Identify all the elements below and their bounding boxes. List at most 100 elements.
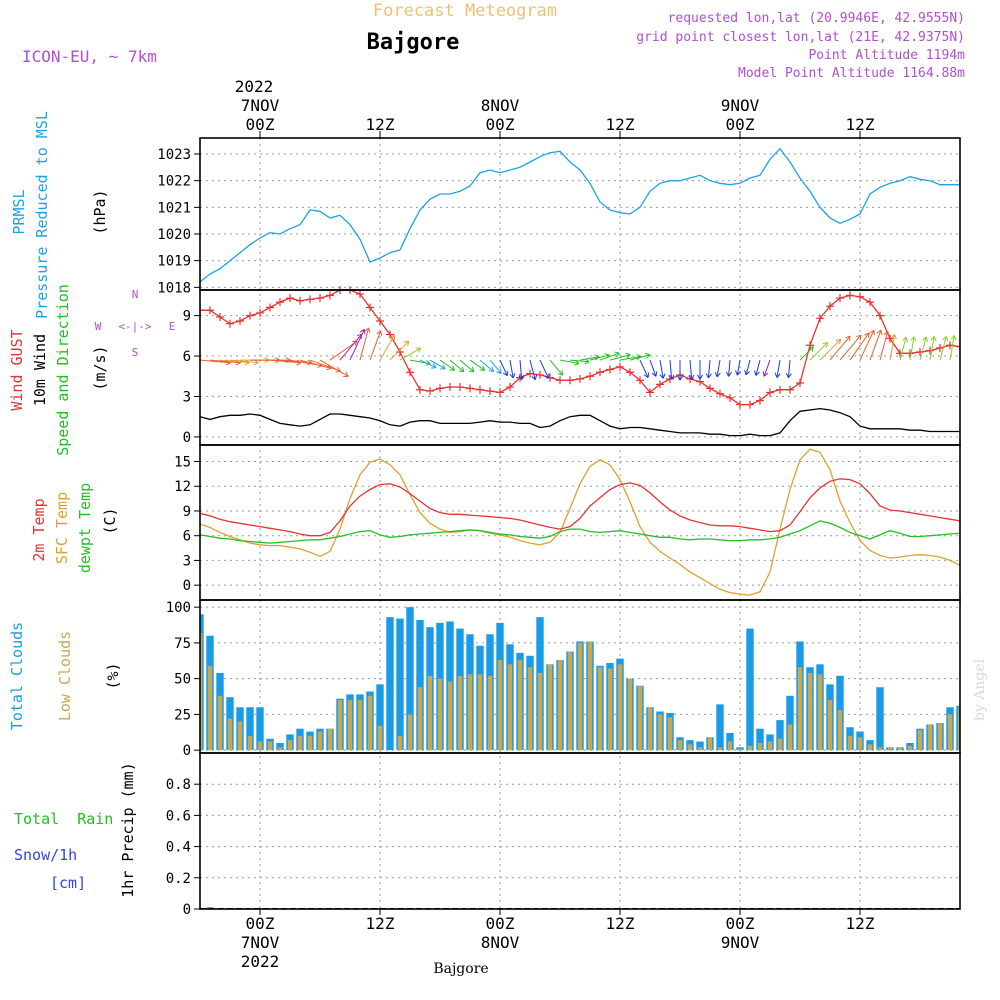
wind-arrow — [459, 359, 475, 373]
legend-clouds-unit: (%) — [104, 662, 122, 689]
wind-arrow-head — [496, 368, 502, 374]
wind-arrow — [929, 336, 935, 361]
gust-marker — [816, 314, 824, 323]
gust-marker — [596, 368, 604, 377]
gust-marker — [706, 384, 714, 393]
gust-marker — [576, 374, 584, 383]
low-cloud-bar — [907, 745, 913, 751]
wind-arrow-head — [544, 373, 550, 379]
wind-arrow — [879, 331, 889, 361]
gust-marker — [736, 400, 744, 409]
gust-marker — [906, 349, 914, 358]
gust-marker — [606, 365, 614, 374]
wind-arrow — [728, 360, 731, 377]
wind-arrow-head — [930, 336, 937, 342]
wind-arrow — [369, 330, 382, 361]
wind-arrow — [809, 342, 829, 361]
low-cloud-bar — [847, 735, 853, 751]
wind-arrow-head — [902, 336, 908, 343]
wind-arrow-head — [644, 352, 651, 359]
y-tick-label: 6 — [183, 349, 191, 365]
wind-arrow-head — [651, 371, 658, 377]
low-cloud-bar — [927, 724, 933, 751]
gust-marker — [456, 383, 464, 392]
low-cloud-bar — [217, 695, 223, 751]
low-cloud-bar — [617, 664, 623, 751]
top-time-label: 12Z — [366, 115, 395, 134]
low-cloud-bar — [507, 664, 513, 751]
dewpt-line — [200, 520, 960, 544]
low-cloud-bar — [297, 735, 303, 751]
gust-marker — [566, 376, 574, 385]
low-cloud-bar — [897, 747, 903, 751]
low-cloud-bar — [697, 747, 703, 751]
low-cloud-bar — [887, 747, 893, 751]
gust-marker — [446, 383, 454, 392]
wind-arrow — [787, 360, 791, 378]
model-altitude: Model Point Altitude 1164.88m — [738, 66, 965, 81]
gust-marker — [366, 303, 374, 312]
wind-arrow-head — [890, 334, 897, 340]
gust-marker — [406, 368, 414, 377]
wind-arrow — [539, 359, 549, 379]
gust-marker — [486, 387, 494, 396]
low-cloud-bar — [587, 641, 593, 751]
wind-arrow — [579, 356, 600, 361]
low-cloud-bar — [367, 695, 373, 751]
total-cloud-bar — [756, 728, 764, 751]
wind-compass: W <-|-> E N S — [95, 288, 176, 359]
low-cloud-bar — [407, 714, 413, 751]
compass-e: E — [169, 320, 176, 333]
legend-temp-sfc: SFC Temp — [53, 492, 71, 564]
top-time-label: 8NOV — [481, 96, 520, 115]
low-cloud-bar — [247, 735, 253, 751]
gust-marker — [756, 396, 764, 405]
low-cloud-bar — [647, 707, 653, 751]
requested-coords: requested lon,lat (20.9946E, 42.9555N) — [668, 11, 965, 26]
legend-wind-gust: Wind GUST — [8, 329, 26, 410]
wind-arrow-head — [458, 366, 465, 373]
low-cloud-bar — [417, 687, 423, 751]
y-tick-label: 0.8 — [166, 777, 191, 793]
wind-arrow — [589, 354, 610, 361]
legend-prmsl-long: Pressure Reduced to MSL — [33, 111, 51, 319]
wind-arrow — [389, 340, 410, 361]
wind-arrow-head — [714, 372, 721, 378]
gust-marker — [656, 380, 664, 389]
wind-arrow-head — [625, 352, 631, 359]
wind-arrow — [509, 360, 514, 379]
wind-arrow-head — [479, 365, 486, 371]
total-cloud-bar — [696, 741, 704, 751]
gust-marker — [886, 334, 894, 343]
legend-total-clouds: Total Clouds — [8, 622, 26, 730]
low-cloud-bar — [257, 741, 263, 751]
low-cloud-bar — [307, 735, 313, 751]
wind-arrow — [499, 359, 508, 376]
low-cloud-bar — [267, 741, 273, 751]
wind-arrow — [716, 360, 721, 377]
wind-arrow-head — [963, 336, 968, 341]
wind-arrow-head — [762, 371, 769, 377]
low-cloud-bar — [657, 714, 663, 751]
wind-arrow — [763, 359, 771, 377]
y-tick-label: 100 — [166, 600, 191, 616]
wind-arrow — [429, 359, 446, 370]
y-tick-label: 1019 — [157, 254, 191, 270]
wind-arrow — [859, 330, 875, 361]
wind-arrow-head — [808, 346, 814, 352]
grid-coords: grid point closest lon,lat (21E, 42.9375… — [636, 30, 965, 45]
gust-marker — [776, 385, 784, 394]
gust-marker — [436, 384, 444, 393]
wind-arrow-head — [922, 336, 929, 342]
legend-prmsl-unit: (hPa) — [91, 189, 109, 234]
wind-arrow-head — [376, 330, 383, 336]
low-cloud-bar — [687, 744, 693, 751]
wind-arrow-head — [518, 374, 525, 380]
low-cloud-bar — [947, 714, 953, 751]
gust-marker — [416, 385, 424, 394]
gust-marker — [286, 294, 294, 303]
low-cloud-bar — [747, 745, 753, 751]
wind-arrow — [329, 340, 358, 361]
low-cloud-bar — [437, 678, 443, 751]
gust-marker — [896, 349, 904, 358]
